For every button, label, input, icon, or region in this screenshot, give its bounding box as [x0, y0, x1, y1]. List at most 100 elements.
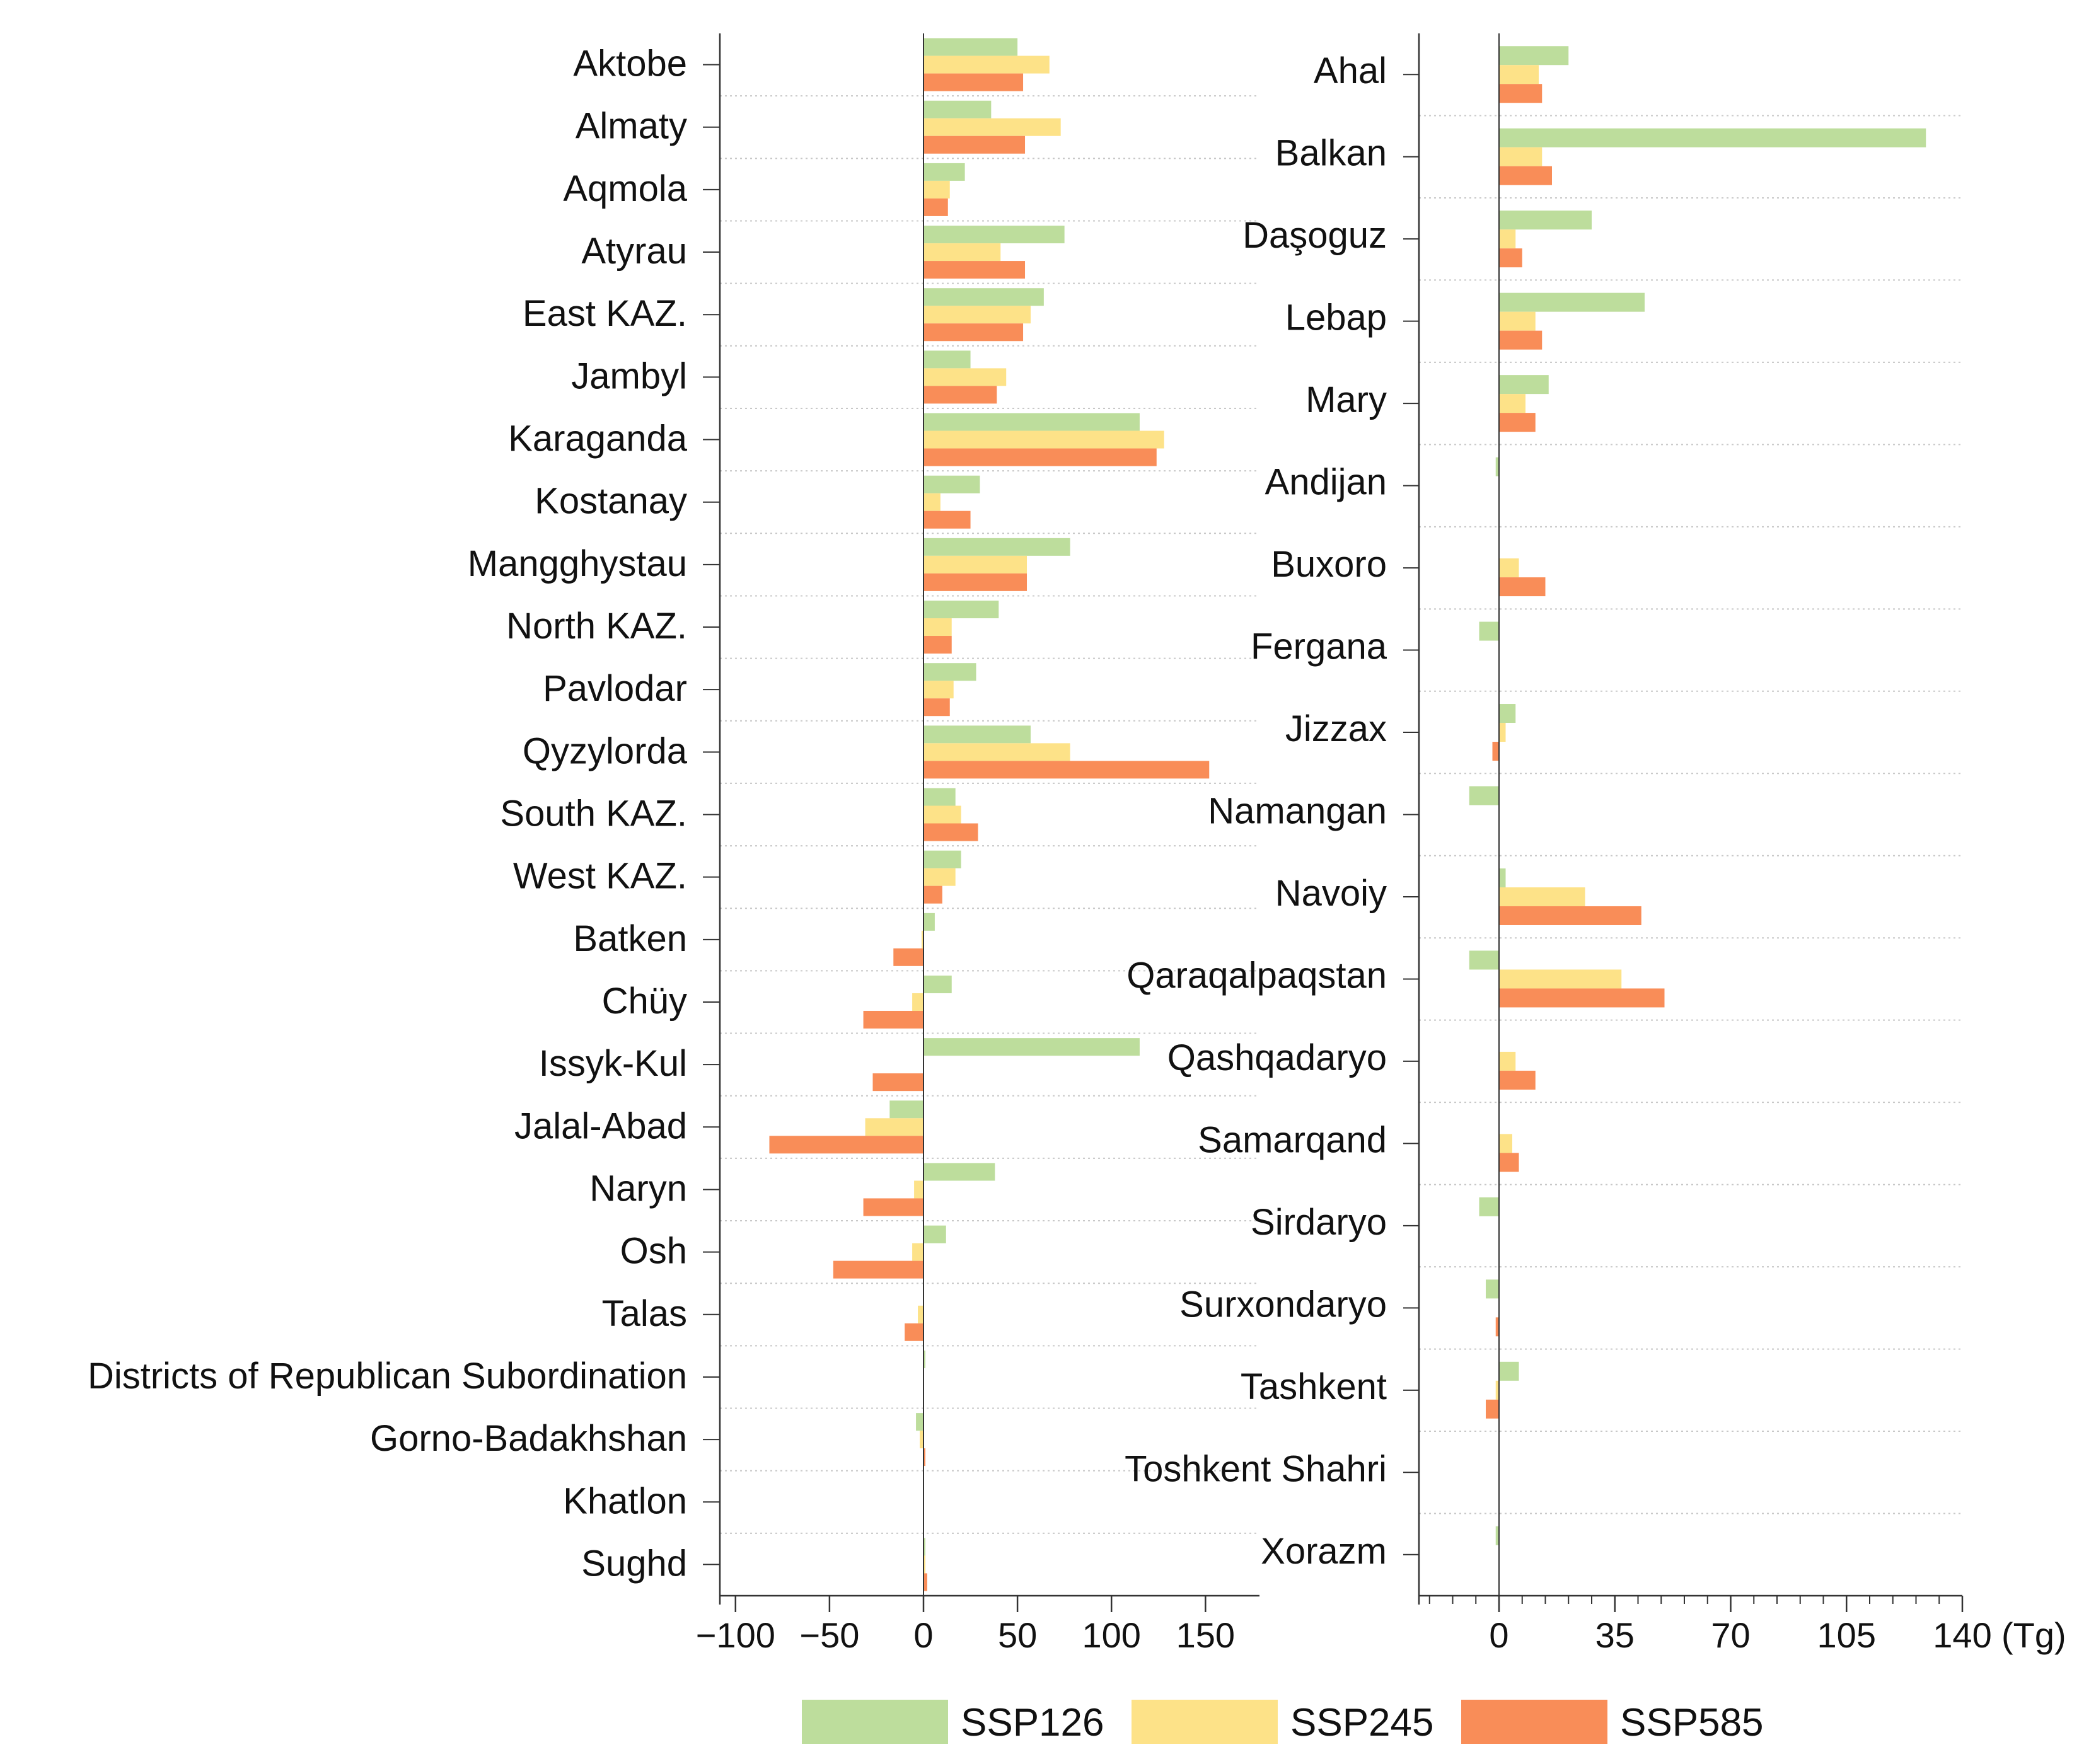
- left-panel-bar-ssp245-east-kaz: [923, 306, 1031, 324]
- left-panel-category-label-jambyl: Jambyl: [571, 355, 687, 396]
- left-panel-category-label-south-kaz: South KAZ.: [500, 793, 687, 834]
- right-panel-bar-ssp126-fergana: [1479, 621, 1499, 641]
- left-panel-category-label-karaganda: Karaganda: [508, 418, 688, 459]
- legend-swatch-ssp126: [802, 1700, 948, 1744]
- right-panel-category-label-xorazm: Xorazm: [1261, 1531, 1387, 1572]
- right-panel-bar-ssp245-navoiy: [1499, 887, 1585, 906]
- right-panel-category-label-mary: Mary: [1305, 379, 1387, 420]
- left-panel-bar-ssp585-mangghystau: [923, 573, 1028, 591]
- left-panel-category-label-aktobe: Aktobe: [573, 43, 687, 84]
- left-panel-bar-ssp585-jalal-abad: [769, 1136, 923, 1154]
- right-panel-bar-ssp245-ahal: [1499, 65, 1539, 84]
- left-panel-category-label-atyrau: Atyrau: [581, 231, 687, 272]
- left-panel-bar-ssp245-mangghystau: [923, 555, 1028, 574]
- left-panel-bar-ssp245-osh: [912, 1243, 923, 1261]
- left-panel-bar-ssp126-almaty: [923, 100, 992, 118]
- left-panel-bar-ssp126-kostanay: [923, 475, 980, 493]
- left-panel-bar-ssp126-east-kaz: [923, 288, 1044, 306]
- right-panel-category-label-buxoro: Buxoro: [1271, 544, 1387, 585]
- left-panel-bar-ssp126-south-kaz: [923, 788, 956, 806]
- right-panel-bar-ssp126-surxondaryo: [1486, 1279, 1499, 1299]
- left-panel-bar-ssp585-karaganda: [923, 448, 1157, 466]
- left-panel-bar-ssp585-talas: [905, 1323, 923, 1341]
- left-panel-category-label-districts-of-republican-subordination: Districts of Republican Subordination: [88, 1356, 687, 1397]
- left-panel-bar-ssp585-osh: [833, 1260, 923, 1279]
- left-panel-bar-ssp126-naryn: [923, 1163, 995, 1181]
- left-panel-bar-ssp245-naryn: [914, 1180, 923, 1199]
- left-panel-bar-ssp245-almaty: [923, 118, 1061, 136]
- left-panel-category-label-aqmola: Aqmola: [563, 168, 687, 209]
- left-panel-category-label-batken: Batken: [573, 918, 687, 959]
- left-panel-bar-ssp585-east-kaz: [923, 323, 1024, 342]
- right-panel-bar-ssp245-qashqadaryo: [1499, 1051, 1516, 1071]
- left-panel-bar-ssp585-naryn: [863, 1198, 923, 1216]
- left-panel-xtick-label-2: 0: [913, 1615, 933, 1655]
- left-panel-category-label-kostanay: Kostanay: [535, 481, 687, 522]
- right-panel-bar-ssp126-xorazm: [1495, 1526, 1499, 1545]
- left-panel-xtick-label-0: −100: [696, 1615, 775, 1655]
- right-panel-bar-ssp245-balkan: [1499, 147, 1543, 166]
- left-panel-bar-ssp245-qyzylorda: [923, 743, 1070, 761]
- right-panel-bar-ssp585-buxoro: [1499, 577, 1546, 597]
- left-panel-category-label-talas: Talas: [602, 1293, 687, 1334]
- right-panel-bar-ssp245-jizzax: [1499, 723, 1506, 742]
- left-panel-bar-ssp245-sughd: [923, 1555, 925, 1574]
- right-panel-bar-ssp585-surxondaryo: [1495, 1317, 1499, 1337]
- left-panel-category-label-osh: Osh: [620, 1231, 687, 1272]
- left-panel-bar-ssp126-karaganda: [923, 413, 1140, 431]
- right-panel-category-label-jizzax: Jizzax: [1285, 708, 1387, 749]
- left-panel-bar-ssp126-sughd: [923, 1538, 925, 1556]
- legend-label-ssp126: SSP126: [961, 1701, 1104, 1744]
- right-panel-bar-ssp245-lebap: [1499, 311, 1536, 331]
- left-panel-bar-ssp245-aktobe: [923, 55, 1050, 74]
- right-panel-bar-ssp126-qaraqalpaqstan: [1469, 950, 1499, 970]
- left-panel-bar-ssp585-aqmola: [923, 198, 948, 216]
- left-panel-bar-ssp126-mangghystau: [923, 538, 1070, 556]
- left-panel-bar-ssp126-pavlodar: [923, 663, 976, 681]
- right-panel-bar-ssp126-mary: [1499, 375, 1549, 395]
- left-panel-bar-ssp585-west-kaz: [923, 885, 942, 904]
- left-panel-bar-ssp126-qyzylorda: [923, 725, 1031, 744]
- left-panel-bar-ssp245-talas: [918, 1305, 923, 1323]
- right-panel-category-label-sirdaryo: Sirdaryo: [1251, 1202, 1387, 1243]
- right-panel-bar-ssp126-jizzax: [1499, 704, 1516, 723]
- right-panel-category-label-balkan: Balkan: [1275, 133, 1387, 174]
- right-panel-xtick-label-3: 105: [1817, 1615, 1876, 1655]
- left-panel-category-label-almaty: Almaty: [576, 106, 687, 147]
- left-panel-category-label-east-kaz: East KAZ.: [523, 293, 687, 334]
- left-panel-category-label-naryn: Naryn: [589, 1168, 687, 1209]
- right-panel-bar-ssp245-qaraqalpaqstan: [1499, 969, 1622, 989]
- left-panel-xtick-label-3: 50: [998, 1615, 1037, 1655]
- left-panel-bar-ssp585-pavlodar: [923, 698, 950, 717]
- right-panel-bar-ssp585-ahal: [1499, 84, 1543, 103]
- left-panel-category-label-mangghystau: Mangghystau: [468, 543, 687, 584]
- right-panel-xtick-label-0: 0: [1489, 1615, 1508, 1655]
- left-panel-bar-ssp245-atyrau: [923, 243, 1001, 262]
- left-panel-bar-ssp126-west-kaz: [923, 850, 961, 868]
- right-panel-bar-ssp126-lebap: [1499, 292, 1645, 312]
- right-panel-category-label-surxondaryo: Surxondaryo: [1179, 1284, 1387, 1325]
- right-panel-bar-ssp585-qaraqalpaqstan: [1499, 988, 1665, 1008]
- left-panel-bar-ssp585-ch-y: [863, 1010, 923, 1029]
- right-panel-xtick-label-2: 70: [1711, 1615, 1750, 1655]
- right-panel-category-label-samarqand: Samarqand: [1198, 1119, 1387, 1160]
- left-panel-bar-ssp126-ch-y: [923, 975, 952, 993]
- left-panel-category-label-gorno-badakhshan: Gorno-Badakhshan: [370, 1418, 687, 1459]
- right-panel-category-label-fergana: Fergana: [1251, 626, 1387, 667]
- left-panel-bar-ssp126-aktobe: [923, 38, 1018, 56]
- left-panel-category-label-pavlodar: Pavlodar: [543, 668, 687, 709]
- right-panel-bar-ssp585-balkan: [1499, 166, 1552, 185]
- left-panel-category-label-khatlon: Khatlon: [563, 1480, 687, 1521]
- right-panel-category-label-qaraqalpaqstan: Qaraqalpaqstan: [1126, 955, 1387, 996]
- left-panel-bar-ssp585-jambyl: [923, 386, 997, 404]
- left-panel-bar-ssp245-kostanay: [923, 493, 941, 511]
- left-panel-bar-ssp585-almaty: [923, 135, 1026, 154]
- left-panel-bar-ssp245-pavlodar: [923, 681, 954, 699]
- left-panel-bar-ssp585-batken: [893, 948, 923, 966]
- left-panel-bar-ssp245-jalal-abad: [865, 1118, 923, 1136]
- left-panel-bar-ssp585-north-kaz: [923, 636, 952, 654]
- right-panel-bar-ssp585-qashqadaryo: [1499, 1070, 1536, 1090]
- left-panel-bar-ssp585-south-kaz: [923, 823, 978, 841]
